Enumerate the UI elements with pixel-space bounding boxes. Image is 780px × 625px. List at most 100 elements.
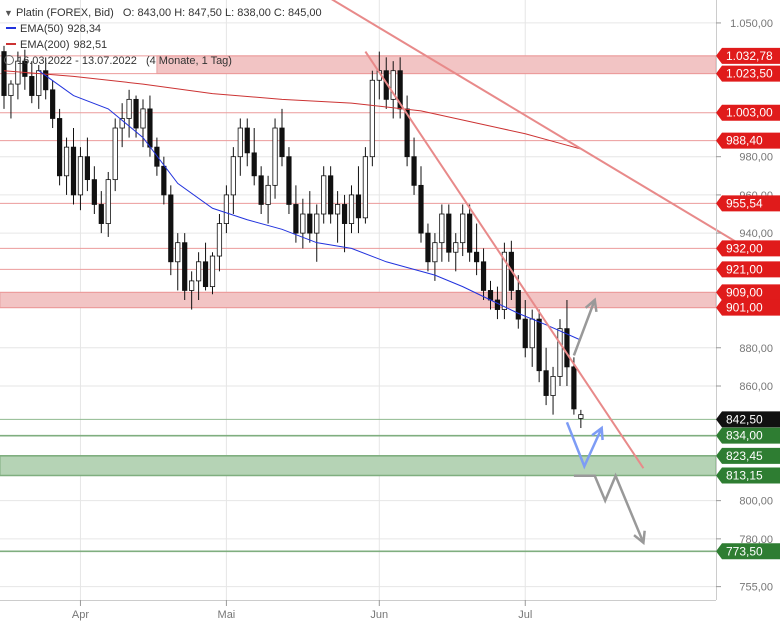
price-tag-green (716, 447, 780, 464)
y-tick-label: 940,00 (739, 228, 773, 240)
candle-body (265, 184, 271, 205)
price-tags: 1.032,78 1.023,50 1.003,00 988,40 955,54 932,… (716, 47, 780, 560)
y-tick-label: 1.050,00 (730, 18, 773, 30)
price-tag-red (716, 195, 780, 212)
candle-body (487, 290, 494, 301)
price-tag-label: 932,00 (726, 241, 763, 255)
candle-body (341, 204, 348, 224)
y-tick-label: 880,00 (739, 343, 773, 355)
instrument-name: Platin (FOREX, Bid) (15, 7, 114, 19)
ema50-value: 928,34 (67, 23, 102, 35)
chart-legend: ▼ Platin (FOREX, Bid) O: 843,00 H: 847,5… (4, 5, 322, 69)
candle-body (1, 51, 7, 96)
price-tag-label: 773,50 (726, 544, 763, 558)
candle-body (272, 127, 278, 186)
candle-body (98, 204, 104, 224)
period-range: 16.03.2022 - 13.07.2022 (17, 55, 137, 67)
scenario-arrowhead-icon (591, 425, 604, 441)
candle-body (536, 318, 542, 372)
price-tag-red (716, 261, 780, 278)
candle-body (147, 108, 153, 148)
price-tag-red (716, 299, 780, 316)
price-tag-red (716, 284, 780, 301)
candle-body (571, 366, 577, 410)
candle-body (328, 175, 334, 215)
price-tag-label: 921,00 (726, 262, 763, 276)
price-tag-green (716, 467, 780, 484)
scenario-path (565, 421, 603, 470)
candle-body (36, 70, 42, 96)
price-tag-red (716, 47, 780, 64)
trendline (331, 0, 742, 246)
scenario-arrows (565, 297, 646, 546)
chevron-down-icon[interactable]: ▼ (4, 8, 13, 18)
candle-body (112, 127, 118, 181)
price-tag-label: 834,00 (726, 429, 763, 443)
candle-body (432, 242, 438, 263)
candle-body (91, 179, 97, 205)
x-tick-label: Jun (370, 609, 388, 621)
price-tag-label: 988,40 (726, 134, 763, 148)
price-tag-label: 813,15 (726, 469, 763, 483)
candle-body (140, 108, 146, 129)
candle-body (494, 299, 501, 310)
price-tag-red (716, 104, 780, 121)
candle-body (244, 127, 250, 154)
x-tick-label: Jul (518, 609, 532, 621)
price-tag-red (716, 132, 780, 149)
candle-body (279, 127, 285, 158)
x-tick-label: Mai (218, 609, 236, 621)
candle-body (230, 156, 236, 196)
price-tag-red (716, 240, 780, 257)
candle-body (126, 98, 132, 119)
candle-body (473, 251, 480, 263)
candle-body (418, 184, 424, 234)
scenario-arrowhead-icon (584, 297, 598, 313)
candle-body (446, 213, 452, 253)
candle-body (578, 414, 584, 419)
ema200-line (3, 70, 581, 150)
legend-instrument-row: ▼ Platin (FOREX, Bid) O: 843,00 H: 847,5… (4, 5, 322, 21)
candle-body (564, 328, 570, 368)
candle-body (411, 156, 417, 186)
candle-body (258, 175, 264, 205)
legend-ema50-row: EMA(50) 928,34 (4, 21, 322, 37)
candle-body (63, 146, 70, 177)
ema200-label: EMA(200) (20, 39, 70, 51)
candle-body (550, 376, 556, 396)
candle-body (334, 204, 341, 215)
price-tag-label: 842,50 (726, 412, 763, 426)
price-tag-label: 1.023,50 (726, 67, 773, 81)
candle-body (216, 223, 223, 257)
ema50-swatch-icon (6, 26, 16, 29)
scenario-arrowhead-icon (633, 530, 646, 546)
candle-body (223, 194, 229, 224)
candle-body (522, 318, 528, 349)
candle-body (119, 118, 125, 129)
price-tag-green (716, 543, 780, 560)
candle-body (84, 156, 90, 181)
candle-body (50, 89, 56, 119)
y-tick-label: 780,00 (739, 534, 773, 546)
candle-body (557, 328, 563, 377)
candle-body (22, 60, 28, 77)
level-zones (0, 55, 717, 477)
candle-body (460, 213, 466, 244)
scenario-path (573, 472, 645, 544)
legend-ema200-row: EMA(200) 982,51 (4, 37, 322, 53)
y-tick-label: 860,00 (739, 381, 773, 393)
ema200-swatch-icon (6, 42, 16, 45)
price-tag-red (716, 65, 780, 82)
candle-body (57, 118, 63, 177)
y-axis: 1.050,00980,00960,00940,00880,00860,0080… (716, 0, 773, 600)
candle-body (390, 70, 396, 100)
candle-body (77, 156, 84, 196)
price-tag-label: 955,54 (726, 196, 763, 210)
price-tag-black (716, 411, 780, 428)
candle-body (355, 194, 362, 219)
candle-body (161, 165, 167, 196)
candle-body (515, 290, 521, 320)
candle-body (348, 194, 355, 224)
candle-body (321, 175, 327, 215)
